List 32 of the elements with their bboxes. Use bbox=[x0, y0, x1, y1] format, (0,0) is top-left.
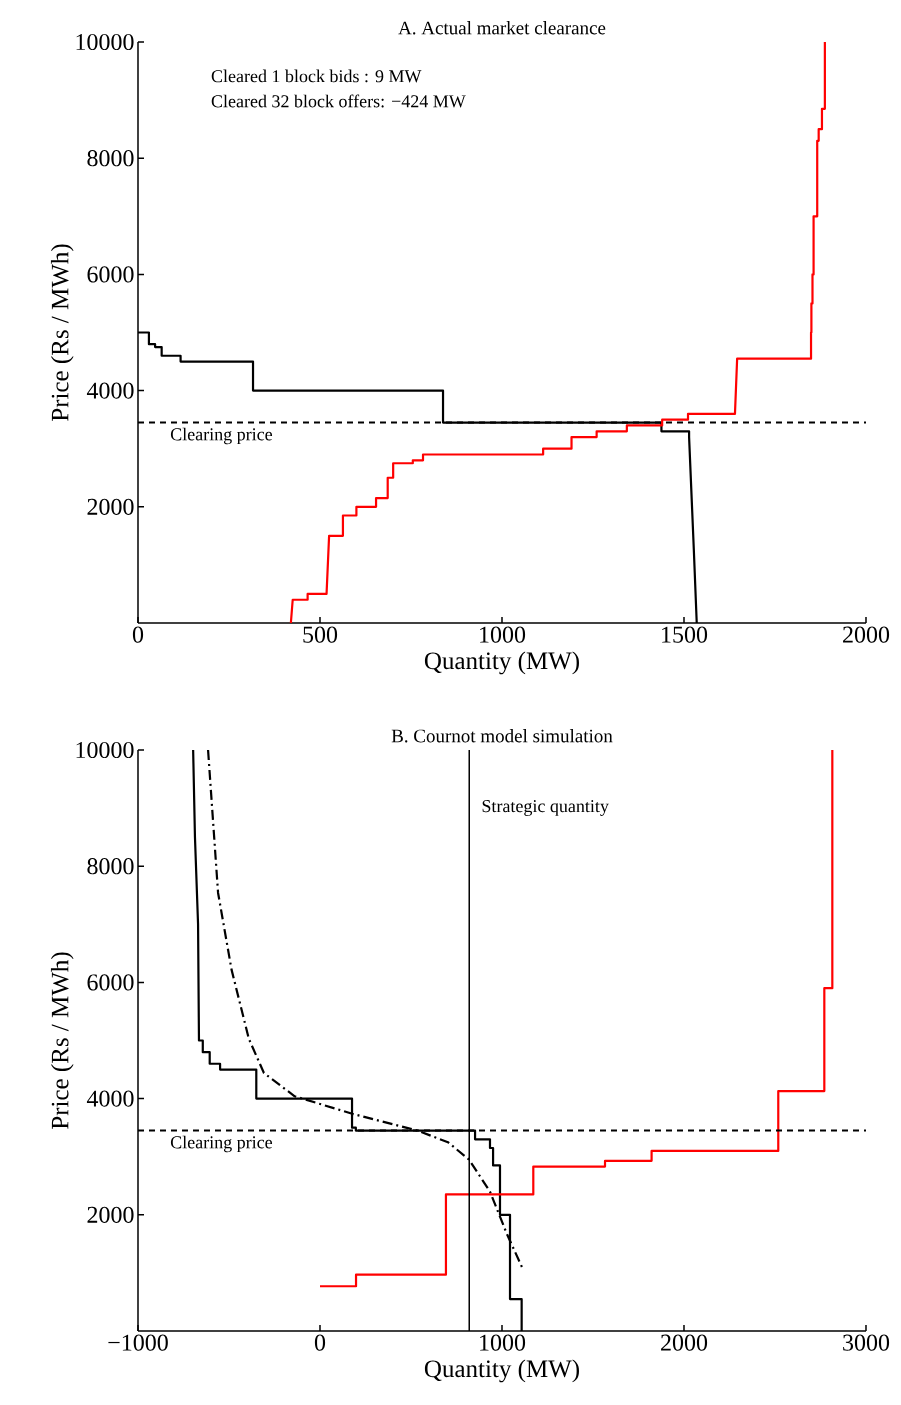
ref-line-label: Clearing price bbox=[170, 1135, 273, 1153]
chart-title: B. Cournot model simulation bbox=[391, 729, 613, 743]
x-axis-title: Quantity (MW) bbox=[424, 651, 579, 675]
y-tick-label: 4000 bbox=[86, 382, 134, 399]
line-series bbox=[318, 748, 834, 1288]
x-tick-label: 0 bbox=[132, 626, 144, 643]
x-tick-label: 0 bbox=[314, 1334, 326, 1351]
y-tick-label: 8000 bbox=[87, 150, 134, 167]
x-tick-label: −1000 bbox=[108, 1334, 168, 1351]
x-tick-label: 500 bbox=[303, 626, 338, 643]
y-tick-label: 10000 bbox=[76, 33, 134, 51]
x-axis-title: Quantity (MW) bbox=[424, 1359, 579, 1383]
chart-title: A. Actual market clearance bbox=[398, 21, 606, 35]
y-tick-label: 2000 bbox=[87, 498, 134, 515]
y-axis-title: Price (Rs / MWh) bbox=[50, 952, 74, 1130]
annotation: Cleared 1 block bids : 9 MW bbox=[211, 69, 422, 83]
ref-line-label: Clearing price bbox=[170, 427, 273, 445]
annotation: Cleared 32 block offers: −424 MW bbox=[211, 94, 466, 108]
x-tick-label: 1500 bbox=[662, 626, 708, 643]
y-tick-label: 2000 bbox=[87, 1206, 134, 1223]
x-tick-label: 3000 bbox=[843, 1334, 890, 1351]
x-tick-label: 1000 bbox=[480, 626, 526, 643]
ref-line-label: Strategic quantity bbox=[482, 800, 609, 816]
y-tick-label: 6000 bbox=[87, 974, 134, 991]
x-tick-label: 2000 bbox=[661, 1334, 708, 1351]
x-tick-label: 1000 bbox=[480, 1334, 526, 1351]
x-tick-label: 2000 bbox=[843, 626, 890, 643]
y-tick-label: 8000 bbox=[87, 858, 134, 875]
y-tick-label: 6000 bbox=[87, 266, 134, 283]
y-tick-label: 10000 bbox=[76, 741, 134, 759]
y-tick-label: 4000 bbox=[86, 1090, 134, 1107]
y-axis-title: Price (Rs / MWh) bbox=[50, 244, 74, 422]
